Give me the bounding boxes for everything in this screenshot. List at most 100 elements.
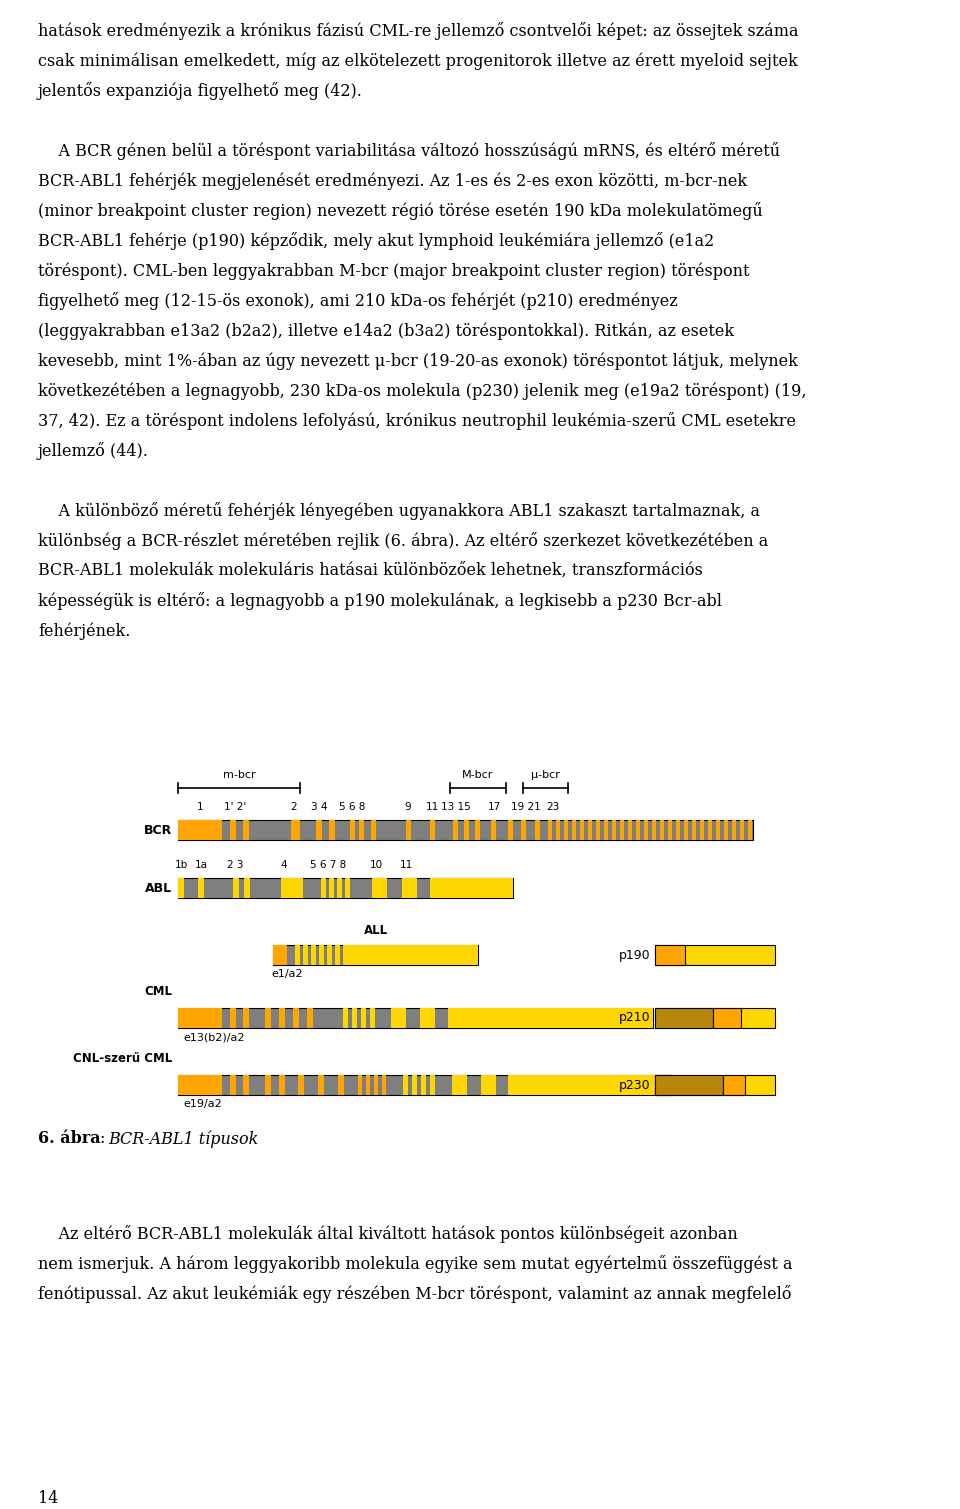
Bar <box>452 1074 467 1096</box>
Bar <box>307 1008 313 1028</box>
Bar <box>521 819 526 841</box>
Bar <box>343 1008 348 1028</box>
Bar <box>596 819 600 841</box>
Bar <box>293 1008 299 1028</box>
Bar <box>732 819 736 841</box>
Text: m-bcr: m-bcr <box>223 770 255 780</box>
Bar <box>700 819 704 841</box>
Text: e13(b2)/a2: e13(b2)/a2 <box>183 1032 245 1043</box>
Bar <box>311 945 316 964</box>
Bar <box>243 819 249 841</box>
Bar <box>178 819 222 841</box>
Bar <box>655 1008 713 1028</box>
Text: (leggyakrabban e13a2 (b2a2), illetve e14a2 (b3a2) töréspontokkal). Ritkán, az es: (leggyakrabban e13a2 (b2a2), illetve e14… <box>38 321 734 340</box>
Bar <box>382 1074 386 1096</box>
Bar <box>244 878 250 898</box>
Bar <box>403 1074 408 1096</box>
Bar <box>230 819 236 841</box>
Text: kevesebb, mint 1%-ában az úgy nevezett μ-bcr (19-20-as exonok) töréspontot látju: kevesebb, mint 1%-ában az úgy nevezett μ… <box>38 352 798 370</box>
Bar <box>655 1008 775 1028</box>
Bar <box>358 1074 362 1096</box>
Text: különbség a BCR-részlet méretében rejlik (6. ábra). Az eltérő szerkezet következ: különbség a BCR-részlet méretében rejlik… <box>38 533 768 549</box>
Text: figyelhető meg (12-15-ös exonok), ami 210 kDa-os fehérjét (p210) eredményez: figyelhető meg (12-15-ös exonok), ami 21… <box>38 293 678 309</box>
Bar <box>265 1074 271 1096</box>
Bar <box>338 1074 344 1096</box>
Bar <box>391 1008 406 1028</box>
Bar <box>655 945 685 964</box>
Text: töréspont). CML-ben leggyakrabban M-bcr (major breakpoint cluster region) törésp: töréspont). CML-ben leggyakrabban M-bcr … <box>38 263 750 279</box>
Text: 1b: 1b <box>175 860 187 871</box>
Bar <box>329 819 335 841</box>
Text: 5 6 7 8: 5 6 7 8 <box>310 860 347 871</box>
Bar <box>359 819 364 841</box>
Text: M-bcr: M-bcr <box>463 770 493 780</box>
Bar <box>329 878 334 898</box>
Bar <box>178 1074 222 1096</box>
Text: 1: 1 <box>197 801 204 812</box>
Bar <box>708 819 712 841</box>
Bar <box>321 878 326 898</box>
Bar <box>612 819 616 841</box>
Bar <box>335 945 340 964</box>
Bar <box>352 1008 357 1028</box>
Bar <box>453 819 458 841</box>
Bar <box>620 819 624 841</box>
Text: :: : <box>100 1130 110 1147</box>
Bar <box>178 878 513 898</box>
Bar <box>724 819 728 841</box>
Text: 10: 10 <box>370 860 383 871</box>
Text: 14: 14 <box>38 1489 59 1507</box>
Bar <box>243 1074 249 1096</box>
Bar <box>713 1008 741 1028</box>
Text: 11: 11 <box>425 801 439 812</box>
Text: e1/a2: e1/a2 <box>271 969 302 979</box>
Text: nem ismerjuk. A három leggyakoribb molekula egyike sem mutat egyértelmű összefüg: nem ismerjuk. A három leggyakoribb molek… <box>38 1255 793 1274</box>
Bar <box>652 819 656 841</box>
Bar <box>316 819 322 841</box>
Text: jelentős expanziója figyelhető meg (42).: jelentős expanziója figyelhető meg (42). <box>38 81 363 100</box>
Text: Az eltérő BCR-ABL1 molekulák által kiváltott hatások pontos különbségeit azonban: Az eltérő BCR-ABL1 molekulák által kivál… <box>38 1225 737 1243</box>
Bar <box>556 819 560 841</box>
Text: p210: p210 <box>618 1011 650 1025</box>
Bar <box>464 819 469 841</box>
Bar <box>279 1008 285 1028</box>
Bar <box>273 945 478 964</box>
Text: (minor breakpoint cluster region) nevezett régió törése esetén 190 kDa molekulat: (minor breakpoint cluster region) neveze… <box>38 202 763 220</box>
Bar <box>430 878 513 898</box>
Bar <box>327 945 332 964</box>
Text: BCR-ABL1 típusok: BCR-ABL1 típusok <box>108 1130 258 1147</box>
Text: 2: 2 <box>291 801 298 812</box>
Bar <box>374 1074 378 1096</box>
Bar <box>491 819 496 841</box>
Bar <box>628 819 632 841</box>
Bar <box>372 878 387 898</box>
Bar <box>295 945 300 964</box>
Text: képességük is eltérő: a legnagyobb a p190 molekulának, a legkisebb a p230 Bcr-ab: képességük is eltérő: a legnagyobb a p19… <box>38 592 722 610</box>
Text: A különböző méretű fehérjék lényegében ugyanakkora ABL1 szakaszt tartalmaznak, a: A különböző méretű fehérjék lényegében u… <box>38 502 760 521</box>
Bar <box>660 819 664 841</box>
Bar <box>684 819 688 841</box>
Text: 5 6 8: 5 6 8 <box>339 801 365 812</box>
Bar <box>564 819 568 841</box>
Bar <box>361 1008 366 1028</box>
Bar <box>178 878 184 898</box>
Text: BCR-ABL1 fehérje (p190) képződik, mely akut lymphoid leukémiára jellemző (e1a2: BCR-ABL1 fehérje (p190) képződik, mely a… <box>38 232 714 250</box>
Bar <box>337 878 342 898</box>
Text: CNL-szerű CML: CNL-szerű CML <box>73 1052 172 1065</box>
Bar <box>198 878 204 898</box>
Text: A BCR génen belül a töréspont variabilitása változó hosszúságú mRNS, és eltérő m: A BCR génen belül a töréspont variabilit… <box>38 142 780 160</box>
Bar <box>716 819 720 841</box>
Bar <box>580 819 584 841</box>
Bar <box>481 1074 496 1096</box>
Text: csak minimálisan emelkedett, míg az elkötelezett progenitorok illetve az érett m: csak minimálisan emelkedett, míg az elkö… <box>38 51 798 69</box>
Text: jellemző (44).: jellemző (44). <box>38 442 149 460</box>
Bar <box>420 1008 435 1028</box>
Bar <box>508 1074 673 1096</box>
Bar <box>273 945 287 964</box>
Text: fenótipussal. Az akut leukémiák egy részében M-bcr töréspont, valamint az annak : fenótipussal. Az akut leukémiák egy rész… <box>38 1286 791 1302</box>
Text: 17: 17 <box>488 801 500 812</box>
Bar <box>430 1074 435 1096</box>
Bar <box>604 819 608 841</box>
Text: BCR-ABL1 molekulák molekuláris hatásai különbözőek lehetnek, transzformációs: BCR-ABL1 molekulák molekuláris hatásai k… <box>38 561 703 579</box>
Bar <box>265 1008 271 1028</box>
